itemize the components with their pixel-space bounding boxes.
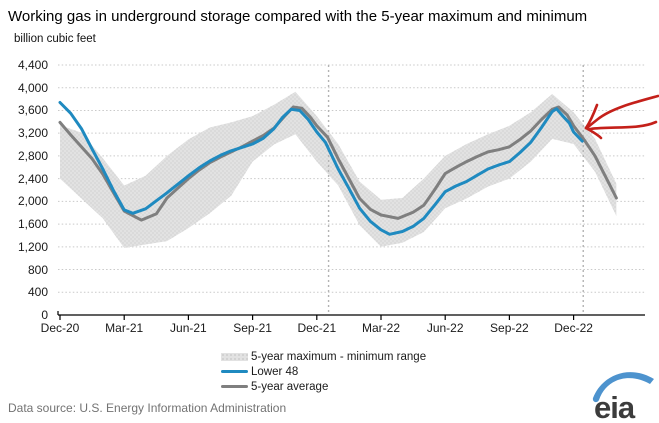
arrow-head-lower-barb [584,126,603,140]
arrow-head-upper-barb [584,103,599,130]
eia-logo-swoosh [592,372,654,403]
eia-logo-text: eia [594,390,636,421]
hand-drawn-arrow-annotation [584,94,659,140]
x-tick-label: Mar-21 [105,321,144,335]
legend: 5-year maximum - minimum range Lower 48 … [221,349,426,394]
legend-item-average: 5-year average [221,379,426,394]
x-tick-label: Dec-20 [40,321,80,335]
x-tick-label: Mar-22 [361,321,400,335]
y-tick-label: 3,200 [17,126,48,141]
x-tick-label: Sep-22 [490,321,529,335]
x-axis [57,311,645,320]
legend-item-range: 5-year maximum - minimum range [221,349,426,364]
y-tick-label: 2,800 [17,148,48,163]
average-line-swatch [221,384,248,389]
x-tick-label: Dec-21 [297,321,337,335]
y-tick-label: 0 [41,308,48,322]
y-tick-label: 3,600 [17,103,48,118]
legend-label-average: 5-year average [251,380,329,393]
eia-logo: eia [592,372,654,421]
legend-label-lower48: Lower 48 [251,365,299,378]
chart-title: Working gas in underground storage compa… [8,8,588,25]
lower48-line-swatch [221,369,248,374]
data-source-note: Data source: U.S. Energy Information Adm… [8,401,287,415]
legend-label-range: 5-year maximum - minimum range [251,350,427,363]
y-tick-label: 4,400 [17,58,48,72]
y-tick-label: 4,000 [17,80,48,95]
year-divider-lines [327,65,584,315]
lower48-line [58,101,584,236]
x-tick-label: Dec-22 [554,321,593,335]
y-tick-label: 400 [27,285,48,300]
y-tick-label: 800 [27,262,48,277]
y-tick-label: 2,000 [17,194,48,209]
y-tick-label: 2,400 [17,171,48,186]
x-tick-label: Jun-22 [426,321,464,335]
x-tick-label: Jun-21 [170,321,207,335]
five-year-average-line [58,105,618,222]
y-axis-units-label: billion cubic feet [14,33,96,45]
range-band-swatch [221,352,248,361]
arrow-main-stroke [585,94,659,130]
x-tick-label: Sep-21 [233,321,272,335]
y-tick-label: 1,200 [17,239,48,254]
legend-item-lower48: Lower 48 [221,364,426,379]
arrow-lower-stroke [588,120,658,131]
y-tick-label: 1,600 [17,217,48,232]
